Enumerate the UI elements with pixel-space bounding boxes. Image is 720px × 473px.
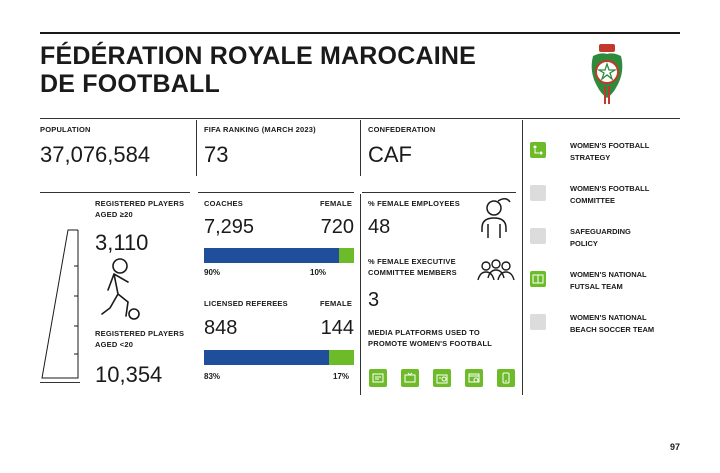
referees-female-count: 144: [320, 317, 354, 339]
divider: [196, 120, 197, 176]
adult-players-value: 3,110: [95, 230, 149, 255]
exec-committee-label: % FEMALE EXECUTIVE COMMITTEE MEMBERS: [368, 257, 457, 277]
section-rule: [198, 192, 354, 193]
divider: [360, 120, 361, 176]
coaches-female-fill: [339, 248, 354, 263]
referees-label: LICENSED REFEREES: [204, 299, 288, 308]
page-title: FÉDÉRATION ROYALE MAROCAINE DE FOOTBALL: [40, 42, 476, 98]
coaches-female-label: FEMALE: [320, 199, 353, 208]
page-number: 97: [669, 442, 680, 452]
youth-players-value: 10,354: [95, 362, 163, 387]
newspaper-icon: [369, 369, 387, 387]
section-rule: [40, 118, 680, 119]
committee-icon: [530, 185, 546, 201]
pyramid-base-rule: [40, 382, 80, 383]
coaches-total: 7,295: [204, 216, 255, 238]
female-employees-value: 48: [368, 216, 391, 238]
coaches-male-pct: 90%: [204, 268, 221, 277]
strategy-icon: [530, 142, 546, 158]
confederation-value: CAF: [368, 142, 412, 167]
sidebar-divider: [522, 120, 523, 395]
web-icon: [465, 369, 483, 387]
media-platforms-label: MEDIA PLATFORMS USED TO PROMOTE WOMEN'S …: [368, 328, 493, 348]
tv-icon: [401, 369, 419, 387]
referees-total: 848: [204, 317, 238, 339]
population-label: POPULATION: [40, 125, 91, 134]
coaches-label: COACHES: [204, 199, 243, 208]
section-rule: [40, 192, 190, 193]
mobile-icon: [497, 369, 515, 387]
futsal-pitch-icon: [530, 271, 546, 287]
sidebar-item-futsal: WOMEN'S NATIONAL FUTSAL TEAM: [570, 270, 647, 291]
referees-male-pct: 83%: [204, 372, 221, 381]
exec-committee-value: 3: [368, 289, 380, 311]
sidebar-item-committee: WOMEN'S FOOTBALL COMMITTEE: [570, 184, 650, 205]
adult-players-label: REGISTERED PLAYERS AGED ≥20: [95, 199, 185, 219]
sidebar-item-beach-soccer: WOMEN'S NATIONAL BEACH SOCCER TEAM: [570, 313, 655, 334]
female-employees-label: % FEMALE EMPLOYEES: [368, 199, 460, 208]
committee-group-icon: [477, 259, 515, 281]
coaches-gender-bar: [204, 248, 354, 263]
referees-gender-bar: [204, 350, 354, 365]
safeguarding-icon: [530, 228, 546, 244]
youth-players-label: REGISTERED PLAYERS AGED <20: [95, 329, 185, 349]
section-rule: [362, 192, 516, 193]
coaches-female-pct: 10%: [310, 268, 327, 277]
referees-female-pct: 17%: [333, 372, 350, 381]
federation-crest-logo: [591, 44, 623, 104]
female-employee-icon: [481, 198, 511, 238]
football-player-icon: [101, 258, 140, 320]
top-rule: [40, 32, 680, 34]
fifa-ranking-value: 73: [204, 142, 229, 167]
population-value: 37,076,584: [40, 142, 151, 167]
referees-female-label: FEMALE: [320, 299, 353, 308]
beach-soccer-icon: [530, 314, 546, 330]
fifa-ranking-label: FIFA RANKING (MARCH 2023): [204, 125, 316, 134]
coaches-female-count: 720: [320, 216, 354, 238]
divider: [360, 194, 361, 395]
referees-female-fill: [328, 350, 354, 365]
sidebar-item-safeguarding: SAFEGUARDING POLICY: [570, 227, 631, 248]
confederation-label: CONFEDERATION: [368, 125, 436, 134]
age-pyramid-graphic: [41, 229, 79, 379]
radio-icon: [433, 369, 451, 387]
sidebar-item-strategy: WOMEN'S FOOTBALL STRATEGY: [570, 141, 650, 162]
